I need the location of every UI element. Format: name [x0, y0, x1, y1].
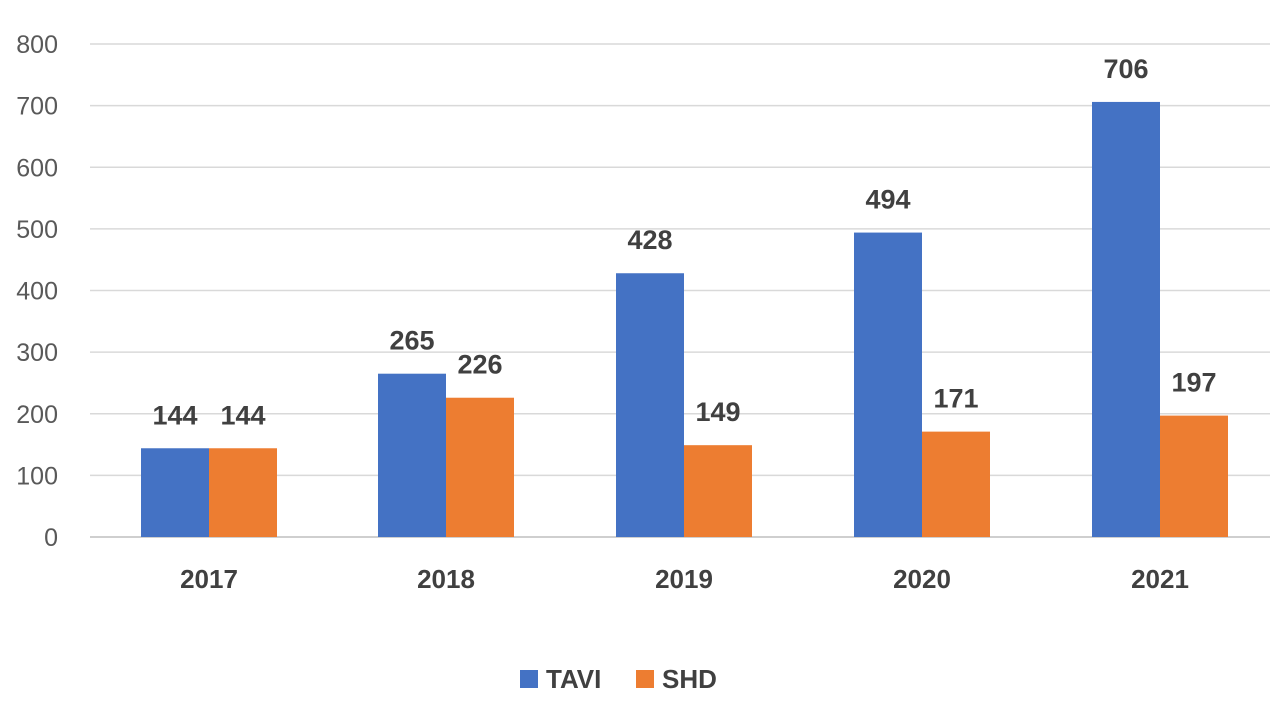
y-tick-label-500: 500	[16, 216, 58, 244]
x-tick-label-2017: 2017	[180, 564, 238, 594]
bar-tavi-2020	[854, 232, 922, 537]
data-label-shd-2017: 144	[220, 400, 265, 430]
bar-tavi-2021	[1092, 101, 1160, 538]
bar-shd-2020	[922, 431, 990, 537]
y-tick-label-300: 300	[16, 339, 58, 367]
legend-label-tavi: TAVI	[546, 664, 601, 694]
x-axis-ticks: 2017 2018 2019 2020 2021	[180, 564, 1189, 594]
data-label-tavi-2019: 428	[627, 225, 672, 255]
data-labels: 144 144 265 226 428 149 494 171 706 197	[152, 54, 1216, 430]
legend: TAVI SHD	[520, 664, 717, 694]
data-label-tavi-2018: 265	[389, 326, 434, 356]
bar-tavi-2018	[378, 373, 446, 537]
y-tick-label-700: 700	[16, 93, 58, 121]
bar-tavi-2017	[141, 448, 209, 537]
y-tick-label-100: 100	[16, 462, 58, 490]
legend-swatch-tavi	[520, 670, 538, 688]
x-tick-label-2021: 2021	[1131, 564, 1189, 594]
bar-shd-2021	[1160, 415, 1228, 537]
data-label-shd-2018: 226	[457, 350, 502, 380]
data-label-tavi-2017: 144	[152, 400, 197, 430]
y-tick-label-600: 600	[16, 154, 58, 182]
legend-swatch-shd	[636, 670, 654, 688]
data-label-tavi-2020: 494	[865, 185, 910, 215]
legend-label-shd: SHD	[662, 664, 717, 694]
bar-shd-2018	[446, 397, 514, 537]
x-tick-label-2018: 2018	[417, 564, 475, 594]
data-label-shd-2021: 197	[1171, 368, 1216, 398]
y-tick-label-800: 800	[16, 31, 58, 59]
y-tick-label-400: 400	[16, 278, 58, 306]
bar-shd-2017	[209, 448, 277, 537]
bar-shd-2019	[684, 445, 752, 537]
data-label-shd-2020: 171	[933, 384, 978, 414]
y-tick-label-200: 200	[16, 401, 58, 429]
data-label-shd-2019: 149	[695, 397, 740, 427]
y-axis-ticks: 0 100 200 300 400 500 600 700 800	[16, 31, 58, 552]
y-tick-label-0: 0	[44, 524, 58, 552]
x-tick-label-2020: 2020	[893, 564, 951, 594]
bars	[141, 101, 1228, 538]
data-label-tavi-2021: 706	[1103, 54, 1148, 84]
x-tick-label-2019: 2019	[655, 564, 713, 594]
bar-tavi-2019	[616, 273, 684, 537]
